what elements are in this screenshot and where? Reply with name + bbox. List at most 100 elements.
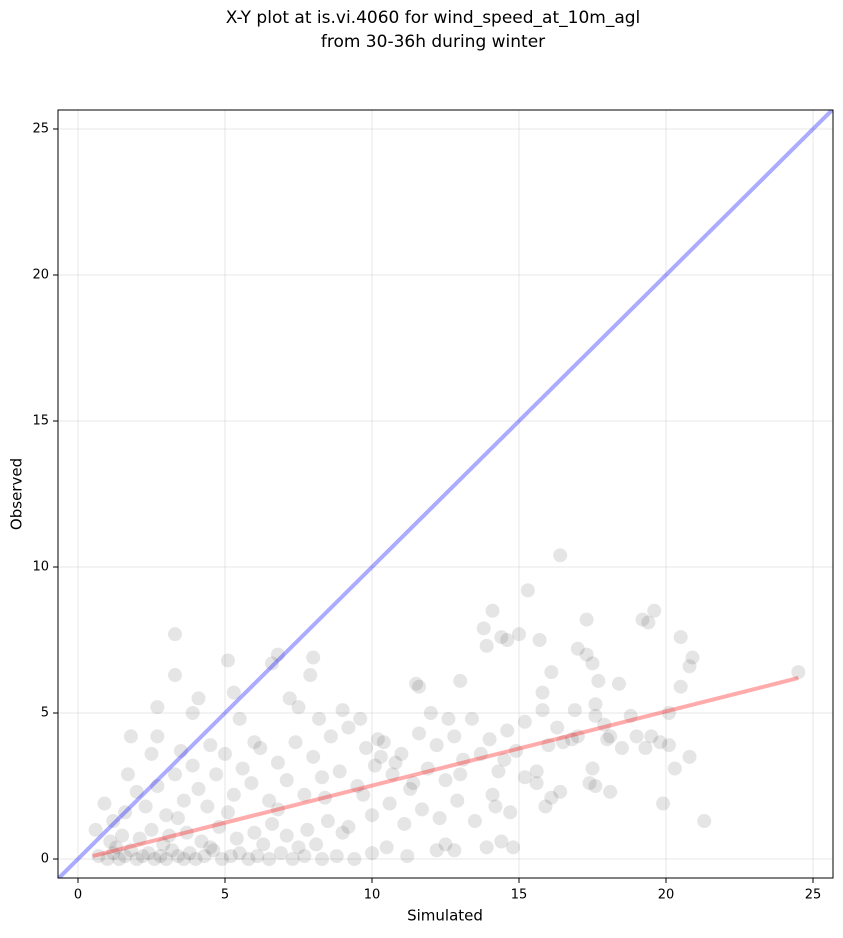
- point: [450, 793, 465, 808]
- point: [150, 729, 165, 744]
- point: [685, 650, 700, 665]
- point: [535, 685, 550, 700]
- point: [176, 852, 191, 867]
- point: [270, 802, 285, 817]
- x-tick-label: 5: [221, 888, 229, 903]
- point: [667, 761, 682, 776]
- point: [420, 761, 435, 776]
- point: [168, 767, 183, 782]
- point: [129, 852, 144, 867]
- point: [185, 706, 200, 721]
- point: [579, 612, 594, 627]
- point: [397, 816, 412, 831]
- point: [191, 691, 206, 706]
- point: [215, 852, 230, 867]
- point: [656, 796, 671, 811]
- point: [529, 776, 544, 791]
- point: [317, 790, 332, 805]
- point: [341, 720, 356, 735]
- point: [479, 840, 494, 855]
- point: [429, 843, 444, 858]
- point: [453, 673, 468, 688]
- point: [403, 781, 418, 796]
- point: [603, 729, 618, 744]
- y-tick-label: 10: [32, 560, 49, 575]
- point: [282, 691, 297, 706]
- point: [544, 790, 559, 805]
- point: [588, 697, 603, 712]
- point: [226, 787, 241, 802]
- point: [197, 849, 212, 864]
- point: [168, 668, 183, 683]
- point: [115, 828, 130, 843]
- point: [485, 787, 500, 802]
- point: [244, 776, 259, 791]
- point: [270, 755, 285, 770]
- point: [265, 656, 280, 671]
- point: [291, 700, 306, 715]
- point: [661, 738, 676, 753]
- point: [497, 752, 512, 767]
- point: [138, 799, 153, 814]
- point: [118, 849, 133, 864]
- point: [370, 732, 385, 747]
- point: [647, 603, 662, 618]
- point: [112, 852, 127, 867]
- point: [253, 741, 268, 756]
- point: [535, 703, 550, 718]
- point: [270, 647, 285, 662]
- point: [141, 846, 156, 861]
- point: [109, 840, 124, 855]
- point: [306, 650, 321, 665]
- point: [144, 746, 159, 761]
- point: [156, 837, 171, 852]
- point: [553, 784, 568, 799]
- point: [506, 840, 521, 855]
- point: [312, 711, 327, 726]
- point: [491, 764, 506, 779]
- point: [503, 805, 518, 820]
- point: [170, 849, 185, 864]
- point: [544, 665, 559, 680]
- point: [529, 764, 544, 779]
- point: [623, 708, 638, 723]
- point: [429, 738, 444, 753]
- point: [588, 708, 603, 723]
- plot-frame: [57, 109, 834, 879]
- point: [567, 703, 582, 718]
- point: [91, 849, 106, 864]
- point: [611, 676, 626, 691]
- point: [329, 849, 344, 864]
- point: [414, 802, 429, 817]
- point: [641, 615, 656, 630]
- point: [406, 776, 421, 791]
- point: [135, 849, 150, 864]
- point: [226, 685, 241, 700]
- point: [476, 621, 491, 636]
- point: [209, 767, 224, 782]
- point: [176, 793, 191, 808]
- point: [412, 726, 427, 741]
- point: [500, 723, 515, 738]
- point: [223, 849, 238, 864]
- point: [320, 814, 335, 829]
- x-tick-label: 25: [805, 888, 822, 903]
- point: [673, 679, 688, 694]
- point: [106, 846, 121, 861]
- point: [147, 852, 162, 867]
- point: [191, 781, 206, 796]
- point: [550, 720, 565, 735]
- point: [582, 776, 597, 791]
- point: [306, 749, 321, 764]
- point: [288, 735, 303, 750]
- point: [235, 761, 250, 776]
- points: [88, 548, 806, 867]
- point: [585, 761, 600, 776]
- point: [597, 717, 612, 732]
- point: [614, 741, 629, 756]
- point: [638, 741, 653, 756]
- point: [179, 825, 194, 840]
- point: [682, 749, 697, 764]
- point: [206, 843, 221, 858]
